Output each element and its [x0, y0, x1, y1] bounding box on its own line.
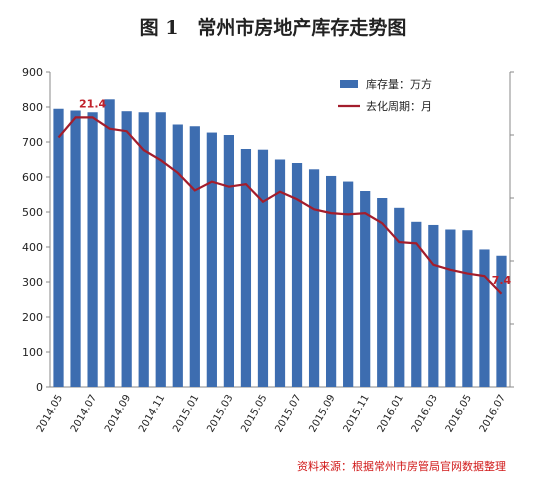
chart-title: 图 1 常州市房地产库存走势图: [140, 16, 407, 39]
y-tick-label: 300: [22, 276, 43, 289]
bar: [53, 108, 64, 387]
bar: [377, 198, 388, 387]
bar: [172, 124, 183, 387]
source-note: 资料来源：根据常州市房管局官网数据整理: [297, 459, 506, 473]
x-tick-label: 2015.07: [273, 393, 303, 434]
x-tick-label: 2016.07: [478, 393, 508, 434]
x-tick-label: 2015.01: [171, 393, 201, 434]
x-tick-label: 2015.05: [239, 393, 269, 434]
bar: [206, 132, 217, 387]
bar: [428, 224, 439, 387]
y-tick-label: 600: [22, 171, 43, 184]
bar: [240, 149, 252, 387]
x-tick-label: 2014.05: [35, 393, 65, 434]
x-tick-label: 2016.01: [376, 393, 406, 434]
x-tick-label: 2015.11: [342, 393, 372, 434]
bar: [274, 159, 286, 387]
bar: [189, 126, 200, 387]
bar: [394, 207, 405, 387]
y-tick-label: 200: [22, 311, 43, 324]
bar: [326, 175, 337, 387]
x-tick-label: 2015.09: [308, 393, 338, 434]
data-label: 21.4: [79, 97, 106, 110]
bar: [155, 112, 166, 387]
bar: [496, 255, 507, 387]
y-tick-label: 500: [22, 206, 43, 219]
y-tick-label: 100: [22, 346, 43, 359]
bar: [411, 221, 422, 387]
x-tick-label: 2014.07: [69, 393, 99, 434]
bar: [138, 112, 149, 387]
bar: [462, 230, 473, 387]
y-tick-label: 0: [36, 381, 43, 394]
x-tick-label: 2014.09: [103, 393, 133, 434]
y-tick-label: 700: [22, 136, 43, 149]
y-tick-label: 800: [22, 101, 43, 114]
bar: [343, 181, 354, 387]
bar: [360, 191, 371, 387]
line: [57, 116, 503, 295]
x-tick-label: 2015.03: [205, 393, 235, 434]
y-tick-label: 900: [22, 66, 43, 79]
bar: [257, 149, 269, 387]
legend-label: 库存量：万方: [366, 77, 432, 91]
bar: [87, 112, 98, 387]
legend-label: 去化周期：月: [366, 99, 432, 113]
y-tick-label: 400: [22, 241, 43, 254]
bar: [121, 111, 132, 387]
bar: [104, 99, 115, 388]
x-tick-label: 2016.03: [410, 393, 440, 434]
bar: [223, 135, 234, 387]
bar: [70, 110, 81, 387]
x-tick-label: 2014.11: [137, 393, 167, 434]
bar: [479, 249, 490, 387]
data-label: 7.4: [492, 274, 512, 287]
bar: [445, 229, 456, 387]
x-tick-label: 2016.05: [444, 393, 474, 434]
bar: [308, 169, 320, 387]
bar: [291, 163, 303, 387]
legend-swatch: [340, 80, 358, 88]
